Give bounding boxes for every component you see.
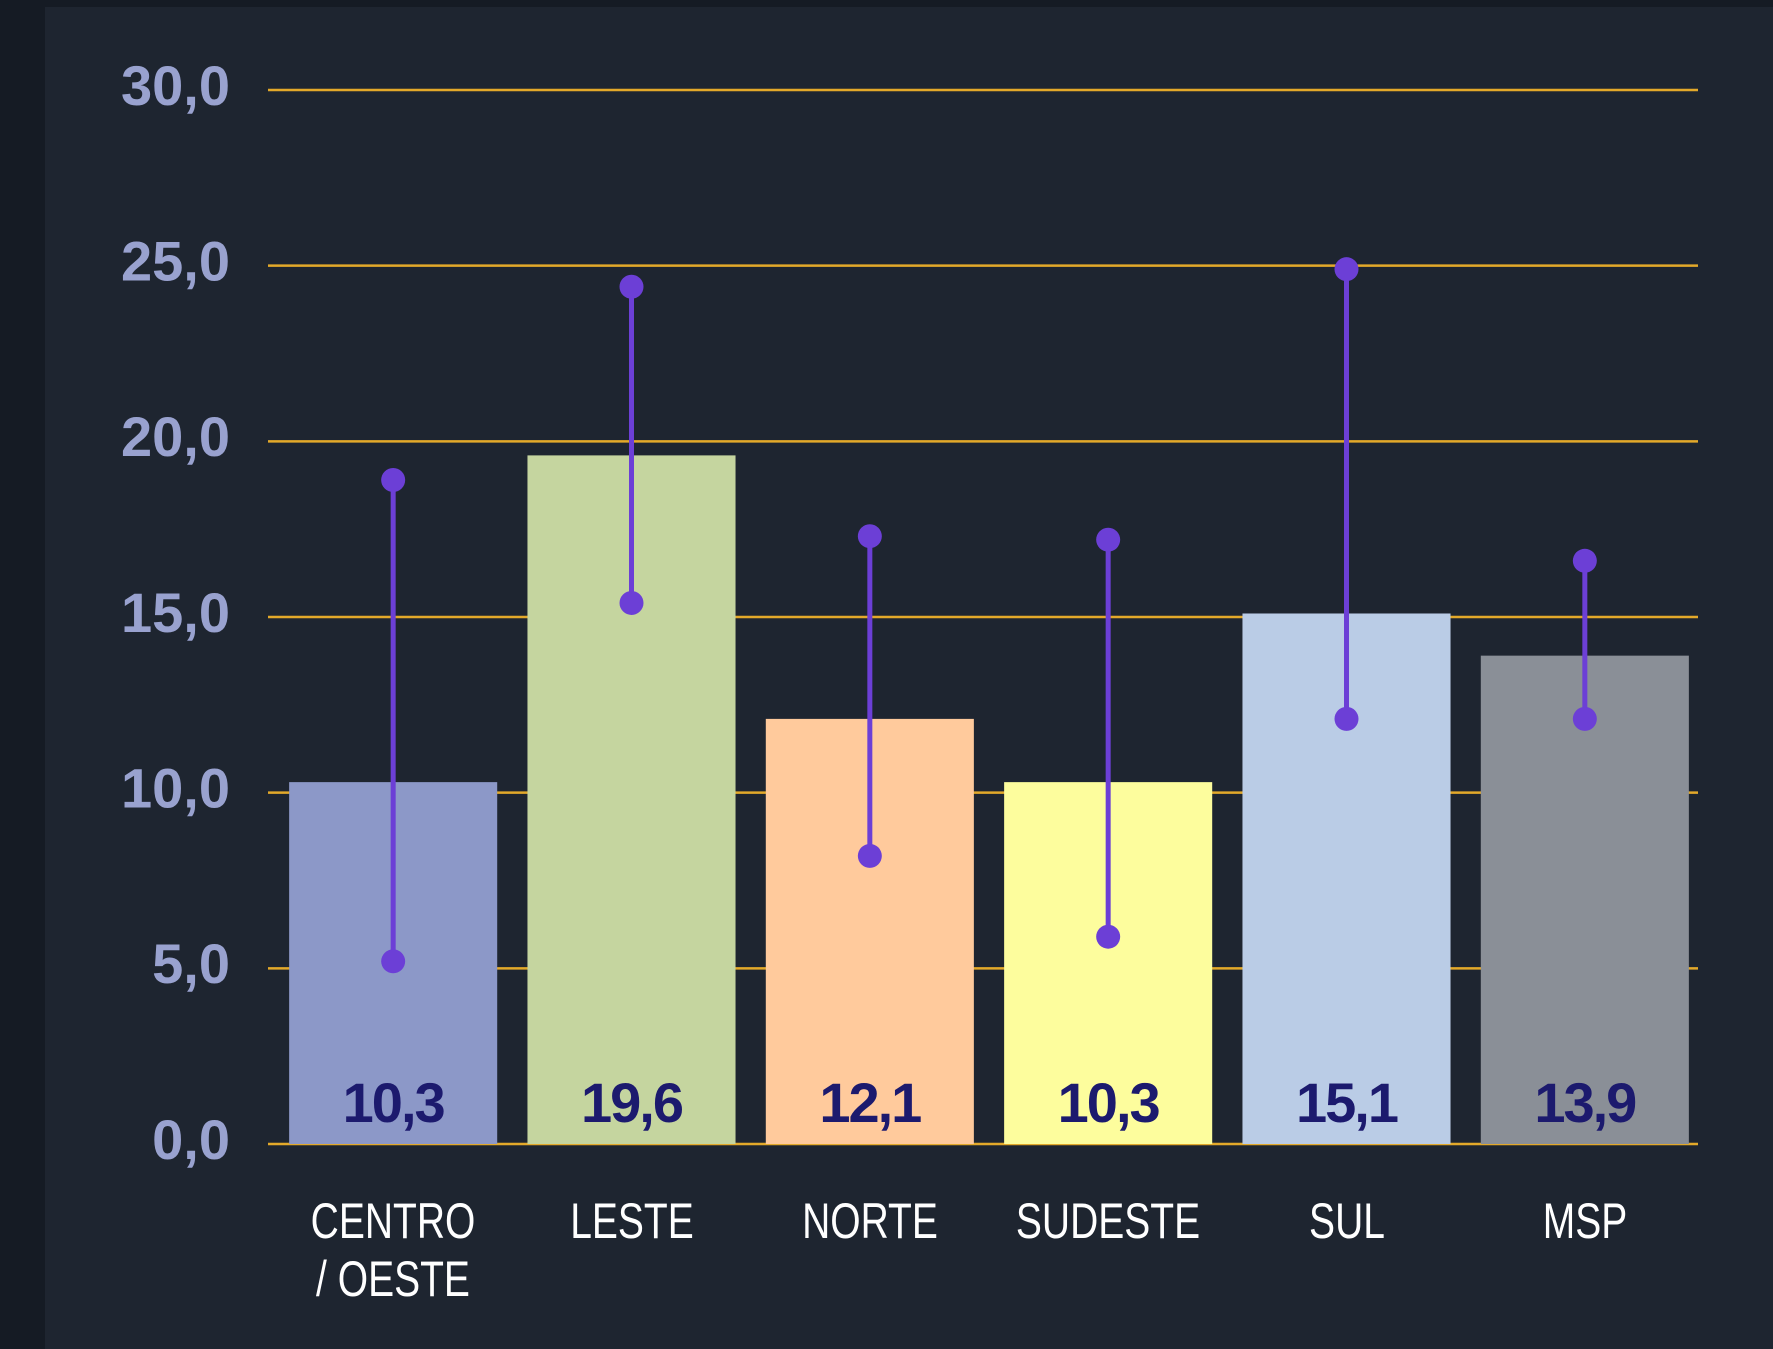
error-low-dot (1572, 706, 1597, 731)
y-tick-label: 15,0 (121, 581, 230, 644)
x-tick-label: LESTE (569, 1193, 694, 1249)
error-high-dot (619, 274, 644, 299)
y-tick-label: 30,0 (121, 54, 230, 117)
x-tick-label: SUDESTE (1016, 1193, 1201, 1249)
y-tick-label: 5,0 (152, 932, 230, 995)
error-low-dot (857, 843, 882, 868)
error-high-dot (1096, 527, 1121, 552)
value-label: 12,1 (819, 1071, 921, 1134)
error-high-dot (381, 467, 406, 492)
value-label: 10,3 (343, 1071, 445, 1134)
value-label: 10,3 (1058, 1071, 1160, 1134)
error-low-dot (381, 949, 406, 974)
value-label: 13,9 (1534, 1071, 1636, 1134)
value-label: 19,6 (581, 1071, 683, 1134)
error-high-dot (857, 524, 882, 549)
y-tick-label: 25,0 (121, 229, 230, 292)
bar (1480, 655, 1689, 1144)
error-low-dot (619, 590, 644, 615)
error-low-dot (1334, 706, 1359, 731)
value-label: 15,1 (1296, 1071, 1398, 1134)
x-tick-label: CENTRO / OESTE (310, 1193, 476, 1307)
y-tick-label: 0,0 (152, 1108, 230, 1171)
y-tick-label: 10,0 (121, 756, 230, 819)
error-high-dot (1572, 548, 1597, 573)
error-high-dot (1334, 257, 1359, 282)
x-tick-label: NORTE (801, 1193, 938, 1249)
y-tick-label: 20,0 (121, 405, 230, 468)
x-tick-label: SUL (1308, 1193, 1385, 1249)
error-low-dot (1096, 924, 1121, 949)
x-tick-label: MSP (1542, 1193, 1628, 1249)
